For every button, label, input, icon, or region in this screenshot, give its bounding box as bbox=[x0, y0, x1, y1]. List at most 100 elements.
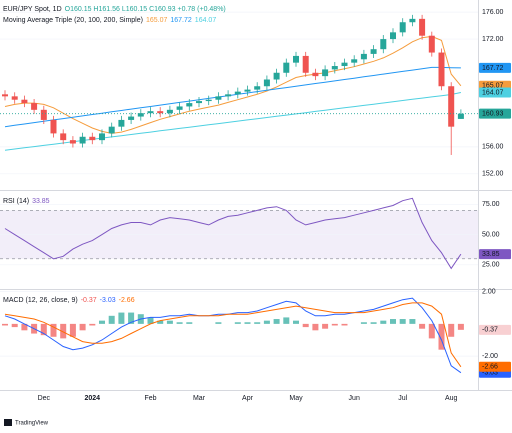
candle-body bbox=[21, 99, 28, 104]
y-tick-label: 75.00 bbox=[482, 201, 500, 208]
y-tick-label: 172.00 bbox=[482, 36, 504, 43]
candle-body bbox=[273, 72, 280, 80]
y-tick-label: 2.00 bbox=[482, 288, 496, 295]
histogram-bar bbox=[283, 317, 290, 324]
histogram-bar bbox=[21, 323, 28, 331]
y-tick-label: 50.00 bbox=[482, 231, 500, 238]
y-tick-label: 152.00 bbox=[482, 171, 504, 178]
value-box-label: -0.37 bbox=[482, 327, 498, 334]
histogram-bar bbox=[166, 320, 173, 324]
header-value: 165.07 bbox=[146, 17, 168, 24]
candle-body bbox=[108, 126, 115, 134]
histogram-bar bbox=[147, 317, 154, 324]
histogram-bar bbox=[50, 323, 57, 337]
candle-body bbox=[196, 101, 202, 104]
candle-body bbox=[302, 55, 309, 73]
candle-body bbox=[370, 49, 377, 54]
histogram-bar bbox=[254, 322, 261, 324]
candle-body bbox=[351, 59, 358, 63]
value-box-label: 33.85 bbox=[482, 251, 500, 258]
candle-body bbox=[157, 111, 164, 114]
x-tick-label: Mar bbox=[193, 395, 206, 402]
histogram-bar bbox=[108, 315, 115, 324]
pane: 25.00 50.00 75.00 bbox=[0, 201, 500, 269]
histogram-bar bbox=[390, 319, 396, 324]
candle-body bbox=[312, 72, 319, 77]
histogram-bar bbox=[2, 323, 8, 326]
x-tick-label: Apr bbox=[242, 395, 254, 402]
histogram-bar bbox=[215, 322, 222, 324]
indicator-line bbox=[4, 302, 462, 368]
histogram-bar bbox=[331, 323, 338, 326]
indicator-title: MACD (12, 26, close, 9) bbox=[3, 297, 78, 304]
value-box-label: -2.66 bbox=[482, 364, 498, 371]
candle-body bbox=[254, 86, 261, 90]
candle-body bbox=[31, 103, 38, 110]
x-tick-label: May bbox=[289, 395, 303, 402]
candle-body bbox=[137, 113, 144, 117]
value-box bbox=[479, 62, 511, 73]
x-tick-label: Dec bbox=[38, 395, 51, 402]
candle-body bbox=[438, 52, 445, 87]
indicator-line bbox=[4, 297, 462, 374]
histogram-bar bbox=[60, 323, 67, 339]
candle-body bbox=[283, 62, 290, 73]
value-box-label: 167.72 bbox=[482, 65, 504, 72]
header-value: -2.66 bbox=[119, 297, 135, 304]
x-tick-label: Jul bbox=[398, 395, 407, 402]
histogram-bar bbox=[370, 322, 377, 324]
y-tick-label: -2.00 bbox=[482, 353, 498, 360]
candle-body bbox=[60, 133, 67, 141]
histogram-bar bbox=[263, 320, 270, 324]
candle-body bbox=[147, 111, 154, 114]
candle-body bbox=[234, 91, 241, 95]
x-tick-label: 2024 bbox=[85, 395, 101, 402]
y-tick-label: 176.00 bbox=[482, 9, 504, 16]
candle-body bbox=[11, 96, 18, 100]
moving-average bbox=[4, 66, 461, 128]
candle-body bbox=[79, 136, 86, 144]
histogram-bar bbox=[428, 323, 435, 339]
histogram-bar bbox=[380, 320, 387, 324]
candle-body bbox=[40, 109, 47, 120]
header: MACD (12, 26, close, 9) -0.37 -3.03 -2.66 bbox=[3, 297, 135, 304]
candle-body bbox=[457, 113, 464, 119]
header-value: 164.07 bbox=[195, 17, 217, 24]
histogram-bar bbox=[312, 323, 319, 331]
value-box bbox=[479, 361, 511, 372]
histogram-bar bbox=[273, 319, 280, 324]
pane: 2.00 -2.00 bbox=[0, 288, 498, 360]
candle-body bbox=[244, 89, 251, 92]
value-box-label: 165.07 bbox=[482, 83, 504, 90]
candle-body bbox=[50, 119, 57, 134]
candle-body bbox=[205, 99, 212, 102]
footer: TradingView bbox=[15, 421, 49, 427]
candle-body bbox=[186, 103, 193, 107]
histogram-bar bbox=[157, 320, 164, 324]
candle-body bbox=[293, 55, 299, 63]
histogram-bar bbox=[118, 312, 125, 324]
histogram-bar bbox=[128, 312, 135, 324]
candle-body bbox=[360, 53, 367, 60]
histogram-bar bbox=[448, 323, 455, 337]
x-tick-label: Feb bbox=[144, 395, 156, 402]
histogram-bar bbox=[79, 323, 86, 331]
candle-body bbox=[390, 32, 396, 40]
candle-body bbox=[380, 39, 387, 50]
value-box bbox=[479, 324, 511, 335]
header: RSI (14) 33.85 bbox=[3, 198, 50, 205]
x-tick-label: Aug bbox=[445, 395, 458, 402]
histogram-bar bbox=[399, 319, 406, 324]
value-box bbox=[479, 249, 511, 260]
histogram-bar bbox=[438, 323, 445, 350]
candle-body bbox=[89, 136, 96, 141]
candle-body bbox=[448, 86, 455, 127]
candle-body bbox=[166, 109, 173, 114]
histogram-bar bbox=[419, 323, 426, 329]
histogram-bar bbox=[302, 323, 309, 328]
value-box bbox=[479, 108, 511, 119]
histogram-bar bbox=[176, 322, 183, 324]
candle-body bbox=[409, 18, 416, 23]
